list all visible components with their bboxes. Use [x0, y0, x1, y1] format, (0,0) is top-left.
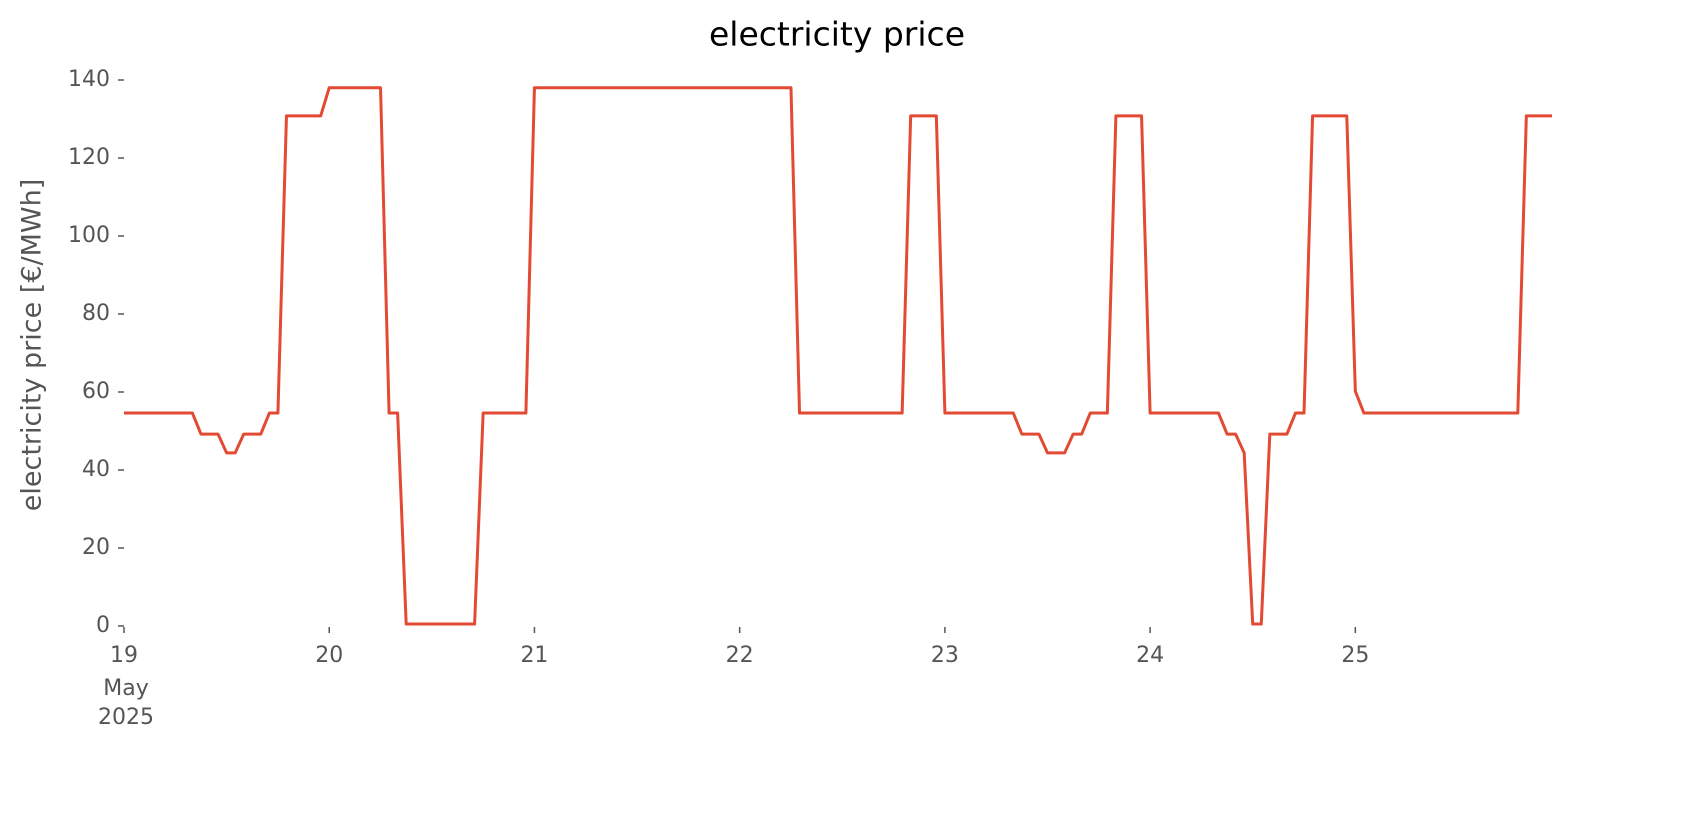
- y-tick-label: 60: [82, 379, 110, 404]
- x-tick-label: 24: [1136, 643, 1164, 668]
- x-tick-label: 21: [520, 643, 548, 668]
- chart-title: electricity price: [709, 15, 965, 54]
- x-month-label: May: [103, 676, 148, 701]
- y-tick-label: 40: [82, 457, 110, 482]
- x-tick-label: 23: [931, 643, 959, 668]
- y-tick-label: 0: [96, 613, 110, 638]
- y-tick-label: 120: [68, 145, 110, 170]
- x-tick-label: 20: [315, 643, 343, 668]
- x-tick-label: 25: [1341, 643, 1369, 668]
- x-tick-label: 22: [726, 643, 754, 668]
- y-tick-label: 20: [82, 535, 110, 560]
- x-tick-label: 19: [110, 643, 138, 668]
- y-tick-label: 140: [68, 67, 110, 92]
- y-axis-label: electricity price [€/MWh]: [17, 179, 48, 511]
- y-tick-label: 100: [68, 223, 110, 248]
- line-series: [124, 86, 1552, 626]
- x-year-label: 2025: [98, 705, 154, 730]
- y-tick-label: 80: [82, 301, 110, 326]
